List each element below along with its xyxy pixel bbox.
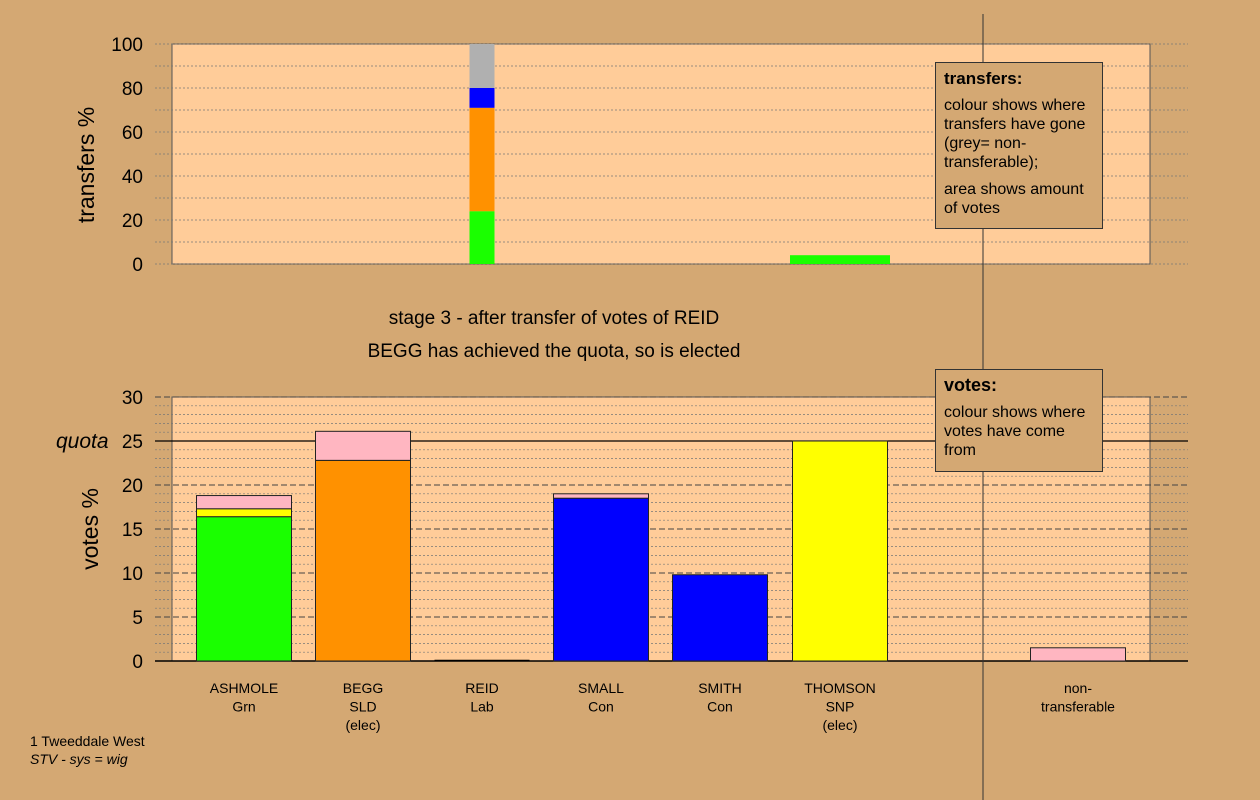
quota-label: quota: [56, 430, 109, 453]
votes-y-tick-label: 20: [122, 476, 143, 497]
transfer-bar-segment-grey: [469, 44, 495, 88]
election-status: BEGG has achieved the quota, so is elect…: [368, 341, 741, 362]
candidate-name-label: SMITH: [698, 680, 742, 696]
candidate-party-label: Con: [707, 699, 733, 715]
votes-y-tick-label: 30: [122, 388, 143, 409]
votes-y-tick-label: 10: [122, 564, 143, 585]
votes-y-tick-label: 5: [132, 608, 143, 629]
candidate-party-label: SLD: [349, 699, 376, 715]
vote-bar-segment-pink: [196, 495, 292, 510]
vote-bar-segment-pink: [553, 493, 649, 499]
transfers-y-tick-label: 40: [122, 167, 143, 188]
candidate-name-label: SMALL: [578, 680, 624, 696]
transfer-bar-segment-blue: [469, 88, 495, 108]
votes-y-tick-label: 0: [132, 652, 143, 673]
transfers-y-tick-label: 100: [111, 35, 143, 56]
candidate-name-label: REID: [465, 680, 498, 696]
vote-bar-segment-blue: [672, 574, 768, 662]
votes-y-axis-label: votes %: [77, 488, 103, 570]
vote-bar-segment-yellow: [196, 508, 292, 518]
votes-legend-title: votes:: [944, 375, 998, 395]
votes-y-tick-label: 15: [122, 520, 143, 541]
votes-legend-text: colour shows where votes have come from: [944, 404, 1086, 459]
candidate-party-label: transferable: [1041, 699, 1115, 715]
candidate-party-label: Con: [588, 699, 614, 715]
transfer-bar-segment-green: [790, 255, 890, 264]
transfers-y-tick-label: 20: [122, 211, 143, 232]
vote-bar-segment-pink: [1030, 647, 1126, 662]
candidate-note-label: (elec): [822, 717, 857, 733]
vote-bar-segment-green: [196, 516, 292, 662]
candidate-note-label: (elec): [345, 717, 380, 733]
candidate-name-label: BEGG: [343, 680, 383, 696]
stage-title: stage 3 - after transfer of votes of REI…: [389, 308, 720, 329]
candidate-party-label: Grn: [232, 699, 255, 715]
footer-ward-name: 1 Tweeddale West: [30, 733, 145, 749]
vote-bar-segment-blue: [553, 497, 649, 662]
vote-bar-segment-pink: [315, 430, 411, 461]
candidate-name-label: non-: [1064, 680, 1092, 696]
candidate-party-label: SNP: [826, 699, 855, 715]
votes-legend-box: votes: colour shows where votes have com…: [935, 369, 1103, 472]
transfers-y-axis-label: transfers %: [73, 107, 99, 223]
transfers-y-tick-label: 80: [122, 79, 143, 100]
transfers-y-tick-label: 60: [122, 123, 143, 144]
transfer-bar-segment-orange: [469, 107, 495, 212]
vote-bar-segment-orange: [315, 459, 411, 662]
transfers-y-tick-label: 0: [132, 255, 143, 276]
transfer-bar-segment-green: [469, 211, 495, 264]
candidate-name-label: THOMSON: [804, 680, 876, 696]
transfers-legend-text-1: colour shows where transfers have gone (…: [944, 97, 1086, 171]
candidate-name-label: ASHMOLE: [210, 680, 278, 696]
footer-system-label: STV - sys = wig: [30, 751, 128, 767]
transfers-legend-text-2: area shows amount of votes: [944, 181, 1084, 217]
vote-bar-segment-yellow: [792, 440, 888, 662]
transfers-legend-box: transfers: colour shows where transfers …: [935, 62, 1103, 229]
votes-y-tick-label: 25: [122, 432, 143, 453]
candidate-party-label: Lab: [470, 699, 494, 715]
transfers-legend-title: transfers:: [944, 69, 1023, 88]
